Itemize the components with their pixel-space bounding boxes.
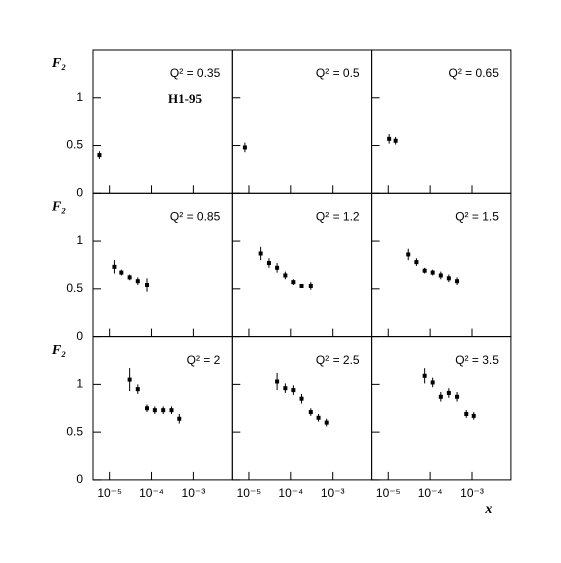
y-axis-label: F₂ [51,343,66,358]
data-point [242,145,247,150]
data-point [283,273,288,278]
data-point [414,260,419,265]
data-point [152,408,157,413]
data-point [169,408,174,413]
x-tick-label: 10⁻³ [321,486,345,500]
x-tick-label: 10⁻³ [460,486,484,500]
x-tick-label: 10⁻⁴ [278,486,303,500]
data-point [455,394,460,399]
data-point [455,279,460,284]
y-tick-label: 0 [76,472,83,486]
data-point [145,283,150,288]
y-tick-label: 1 [76,233,83,247]
x-tick-label: 10⁻⁴ [418,486,443,500]
y-tick-label: 0.5 [66,424,83,438]
data-point [135,387,140,392]
data-point [438,394,443,399]
y-tick-label: 0 [76,185,83,199]
data-point [308,410,313,415]
data-point [430,270,435,275]
annotation: H1-95 [168,91,202,106]
data-point [299,283,304,288]
data-point [275,265,280,270]
panel-label: Q² = 2.5 [316,353,360,367]
panel-label: Q² = 2 [187,353,221,367]
y-tick-label: 0.5 [66,281,83,295]
data-point [283,386,288,391]
data-point [266,261,271,266]
data-point [387,136,392,141]
y-axis-label: F₂ [51,56,66,71]
panel-label: Q² = 0.35 [170,66,221,80]
x-tick-label: 10⁻⁴ [139,486,164,500]
data-point [258,251,263,256]
panel-label: Q² = 0.85 [170,209,221,223]
data-point [135,279,140,284]
x-tick-label: 10⁻⁵ [97,486,122,500]
x-tick-label: 10⁻⁵ [376,486,401,500]
x-tick-label: 10⁻⁵ [237,486,262,500]
data-point [464,411,469,416]
data-point [161,408,166,413]
data-point [177,416,182,421]
data-point [291,280,296,285]
data-point [127,377,132,382]
data-point [97,153,102,158]
data-point [308,283,313,288]
y-tick-label: 1 [76,377,83,391]
data-point [438,273,443,278]
data-point [446,276,451,281]
data-point [112,264,117,269]
x-tick-label: 10⁻³ [182,486,206,500]
y-tick-label: 0 [76,329,83,343]
data-point [422,373,427,378]
data-point [446,390,451,395]
x-axis-label: x [484,502,492,517]
data-point [393,138,398,143]
panel-label: Q² = 1.5 [455,209,499,223]
y-tick-label: 1 [76,90,83,104]
data-point [299,396,304,401]
data-point [145,406,150,411]
data-point [127,275,132,280]
panel-frame [371,336,512,481]
panel-label: Q² = 3.5 [455,353,499,367]
data-point [119,270,124,275]
data-point [406,252,411,257]
panel-label: Q² = 0.5 [316,66,360,80]
data-point [316,415,321,420]
data-point [324,420,329,425]
y-axis-label: F₂ [51,200,66,215]
data-point [422,268,427,273]
panel-label: Q² = 0.65 [449,66,500,80]
data-point [471,413,476,418]
y-tick-label: 0.5 [66,138,83,152]
data-point [291,388,296,393]
data-point [275,379,280,384]
data-point [430,380,435,385]
panel-label: Q² = 1.2 [316,209,360,223]
